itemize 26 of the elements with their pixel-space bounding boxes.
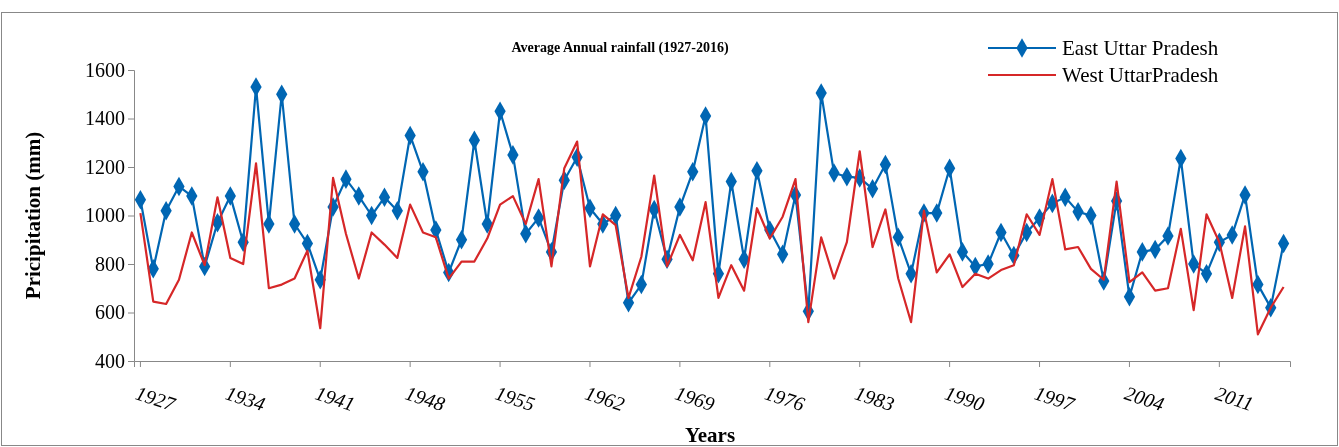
x-tick-label: 1976 — [762, 381, 808, 416]
legend-label: East Uttar Pradesh — [1062, 36, 1219, 60]
y-tick-label: 600 — [95, 301, 125, 324]
x-tick-label: 1948 — [402, 381, 448, 416]
y-tick-label: 1000 — [85, 204, 125, 227]
chart-title: Average Annual rainfall (1927-2016) — [511, 40, 729, 56]
y-tick-label: 1400 — [85, 107, 125, 130]
x-tick-label: 2004 — [1122, 381, 1167, 416]
x-tick-label: 1955 — [492, 381, 538, 416]
x-tick-label: 1969 — [672, 381, 718, 416]
x-tick-label: 1997 — [1032, 381, 1078, 416]
y-tick-label: 1600 — [85, 58, 125, 81]
x-axis-title: Years — [684, 423, 736, 447]
x-tick-label: 1990 — [942, 381, 988, 416]
x-tick-label: 1941 — [312, 381, 358, 416]
y-tick-label: 800 — [95, 252, 125, 275]
x-tick-label: 1962 — [582, 381, 628, 416]
x-tick-label: 1934 — [222, 381, 268, 416]
x-tick-label: 1927 — [133, 381, 179, 416]
legend-label: West UttarPradesh — [1062, 63, 1219, 87]
line-series — [139, 140, 1285, 336]
y-tick-label: 400 — [95, 349, 125, 372]
y-axis-title: Pricipitation (mm) — [21, 131, 45, 300]
x-tick-label: 2011 — [1212, 381, 1257, 415]
y-tick-label: 1200 — [85, 155, 125, 178]
x-tick-label: 1983 — [852, 381, 898, 416]
